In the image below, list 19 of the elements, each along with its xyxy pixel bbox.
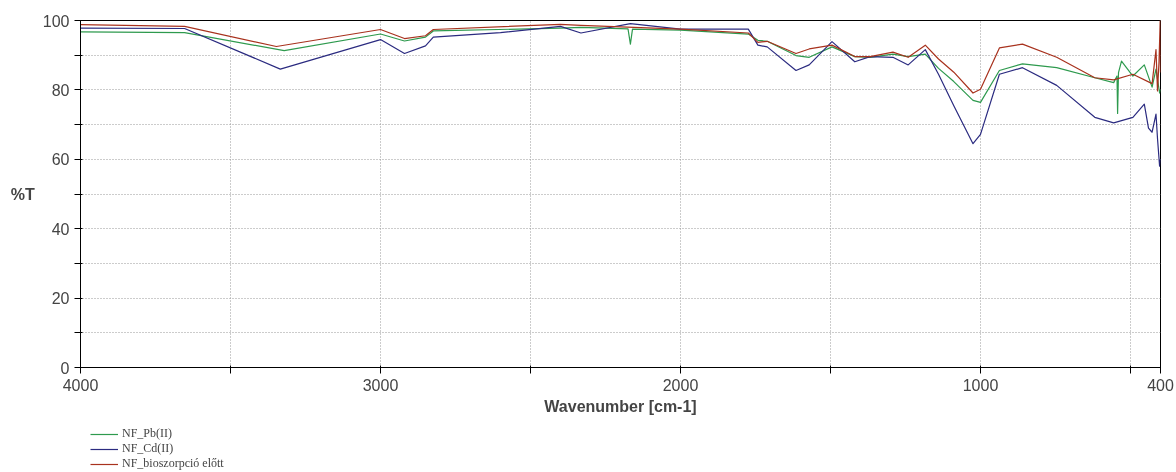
- line-series: [80, 23, 1161, 167]
- x-tick-label: 1000: [962, 376, 999, 394]
- x-tick-label: 2000: [662, 376, 699, 394]
- y-tick-label: 100: [42, 12, 70, 30]
- x-axis-title: Wavenumber [cm-1]: [544, 397, 697, 415]
- x-tick-label: 4000: [62, 376, 99, 394]
- x-tick-label: 400: [1147, 376, 1174, 394]
- line-series: [80, 26, 1161, 115]
- y-tick-label: 20: [51, 290, 70, 308]
- y-tick-label: 0: [60, 359, 70, 377]
- legend-label: NF_Cd(II): [122, 441, 174, 456]
- y-axis-title: %T: [10, 185, 36, 203]
- y-tick-label: 80: [51, 81, 70, 99]
- legend-label: NF_bioszorpció előtt: [122, 456, 224, 471]
- line-series: [80, 20, 1161, 94]
- legend-label: NF_Pb(II): [122, 426, 172, 441]
- y-tick-label: 60: [51, 151, 70, 169]
- x-tick-label: 3000: [362, 376, 399, 394]
- y-tick-label: 40: [51, 220, 70, 238]
